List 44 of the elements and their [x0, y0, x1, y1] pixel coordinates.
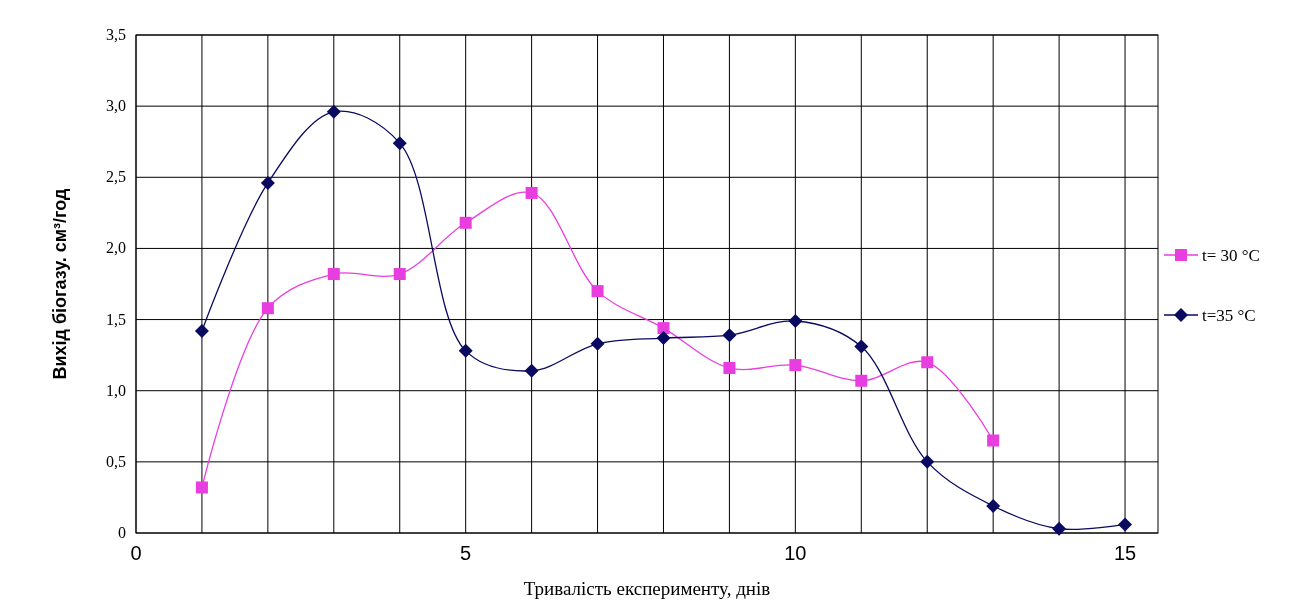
point — [723, 361, 736, 374]
point — [393, 268, 406, 281]
y-tick-label: 1,0 — [106, 381, 126, 399]
point — [458, 343, 473, 358]
point — [392, 136, 407, 151]
y-tick-label: 1,5 — [106, 310, 126, 328]
point — [1052, 521, 1067, 536]
point — [921, 356, 934, 369]
point — [590, 336, 605, 351]
point — [722, 328, 737, 343]
point — [326, 104, 341, 119]
legend-label: t= 30 °C — [1202, 246, 1260, 265]
point — [1118, 517, 1133, 532]
point — [261, 302, 274, 315]
legend-label: t=35 °C — [1202, 306, 1256, 325]
point — [855, 374, 868, 387]
point — [194, 323, 209, 338]
point — [657, 322, 670, 335]
x-axis-title: Тривалість експерименту, днів — [523, 578, 771, 599]
point — [591, 285, 604, 298]
point — [525, 186, 538, 199]
point — [459, 216, 472, 229]
point — [986, 498, 1001, 513]
y-tick-label: 2,5 — [106, 168, 126, 186]
y-tick-label: 3,0 — [106, 97, 126, 115]
x-tick-label: 15 — [1113, 542, 1137, 564]
point — [260, 175, 275, 190]
point — [789, 359, 802, 372]
y-tick-label: 0 — [118, 524, 126, 541]
point — [987, 434, 1000, 447]
y-tick-label: 2,0 — [106, 239, 126, 257]
point — [524, 363, 539, 378]
point — [327, 268, 340, 281]
y-axis-title: Вихід біогазу. см³/год — [50, 187, 70, 380]
point — [656, 331, 671, 346]
x-tick-label: 5 — [460, 542, 472, 564]
y-tick-label: 3,5 — [106, 26, 126, 43]
point — [920, 454, 935, 469]
y-tick-label: 0,5 — [106, 452, 126, 470]
x-tick-label: 10 — [784, 542, 807, 564]
point — [788, 313, 803, 328]
point — [195, 481, 208, 494]
point — [854, 339, 869, 354]
x-tick-label: 0 — [130, 542, 142, 564]
